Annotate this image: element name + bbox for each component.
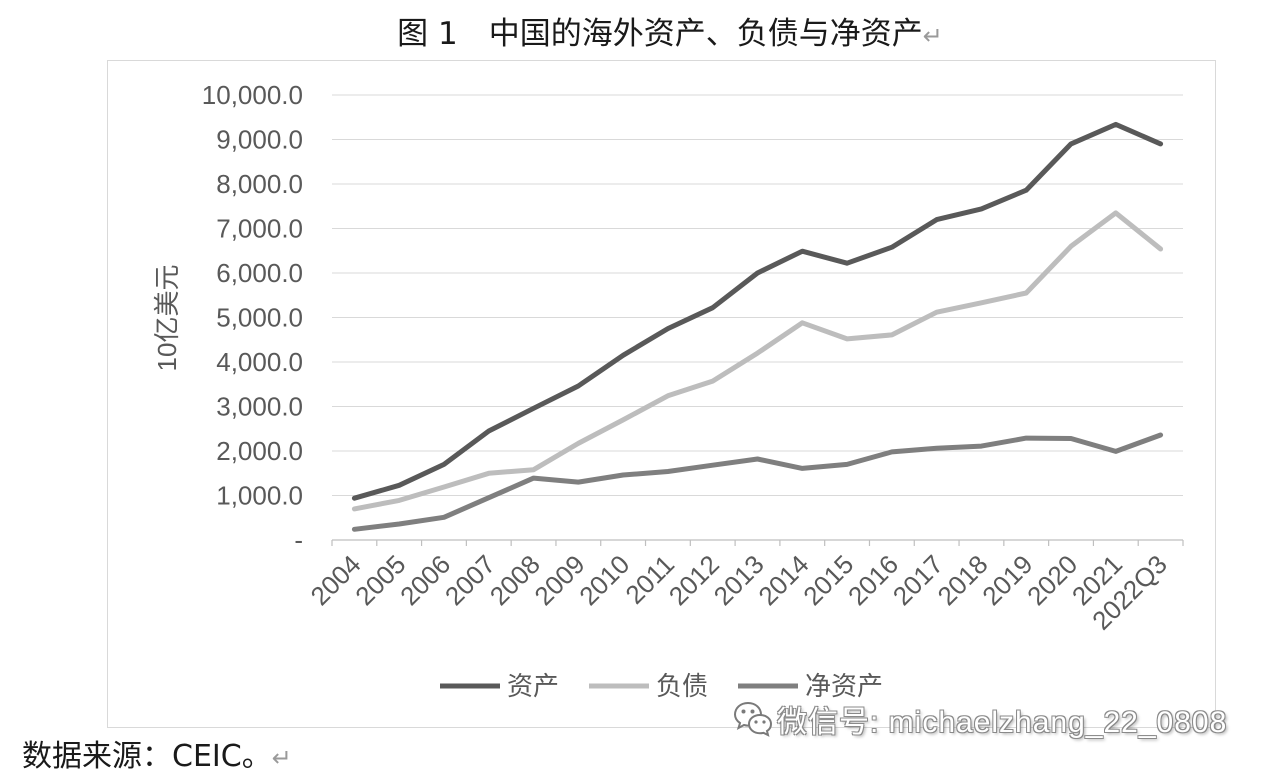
- y-tick-label: 6,000.0: [216, 258, 303, 288]
- y-tick-label: 2,000.0: [216, 436, 303, 466]
- y-axis-tick-labels: - 1,000.0 2,000.0 3,000.0 4,000.0 5,000.0 6,00…: [202, 80, 303, 555]
- chart-title-text: 图 1 中国的海外资产、负债与净资产: [397, 16, 923, 52]
- legend-item: 负债: [589, 671, 708, 701]
- series-line-2: [351, 432, 1164, 532]
- watermark: 微信号: michaelzhang_22_0808: [733, 698, 1227, 740]
- y-tick-label: 4,000.0: [216, 347, 303, 377]
- title-paragraph-mark: ↵: [922, 22, 943, 50]
- data-source-text: 数据来源：CEIC。: [22, 739, 272, 774]
- data-source-note: 数据来源：CEIC。↵: [22, 736, 292, 779]
- series-line-1: [351, 210, 1164, 512]
- wechat-icon-eye: [762, 720, 766, 724]
- legend-item: 资产: [440, 671, 559, 701]
- wechat-icon-eye: [741, 709, 746, 714]
- y-tick-label: 1,000.0: [216, 481, 303, 511]
- y-tick-label: 5,000.0: [216, 303, 303, 333]
- y-tick-label: 10,000.0: [202, 80, 303, 110]
- y-tick-label: 7,000.0: [216, 214, 303, 244]
- y-tick-label: 3,000.0: [216, 392, 303, 422]
- x-axis: [331, 539, 1184, 546]
- legend-label: 负债: [656, 671, 708, 701]
- chart-title: 图 1 中国的海外资产、负债与净资产↵: [110, 12, 1230, 58]
- legend-label: 资产: [507, 671, 559, 701]
- y-axis-label: 10亿美元: [152, 265, 182, 372]
- legend: 资产 负债 净资产: [440, 671, 883, 701]
- y-tick-label: 9,000.0: [216, 125, 303, 155]
- wechat-icon: [733, 701, 773, 737]
- source-paragraph-mark: ↵: [271, 744, 292, 772]
- wechat-icon-eye: [750, 709, 755, 714]
- watermark-text: 微信号: michaelzhang_22_0808: [777, 706, 1228, 739]
- gridlines: [332, 94, 1183, 496]
- series-line-0: [351, 121, 1164, 501]
- wechat-icon-eye: [754, 720, 758, 724]
- y-tick-label: 8,000.0: [216, 169, 303, 199]
- y-tick-label: -: [294, 525, 303, 555]
- wechat-icon-bubble-small: [747, 713, 773, 737]
- chart-border: [107, 60, 1216, 728]
- legend-label: 净资产: [805, 671, 883, 701]
- series-lines: [351, 121, 1164, 532]
- legend-item: 净资产: [738, 671, 883, 701]
